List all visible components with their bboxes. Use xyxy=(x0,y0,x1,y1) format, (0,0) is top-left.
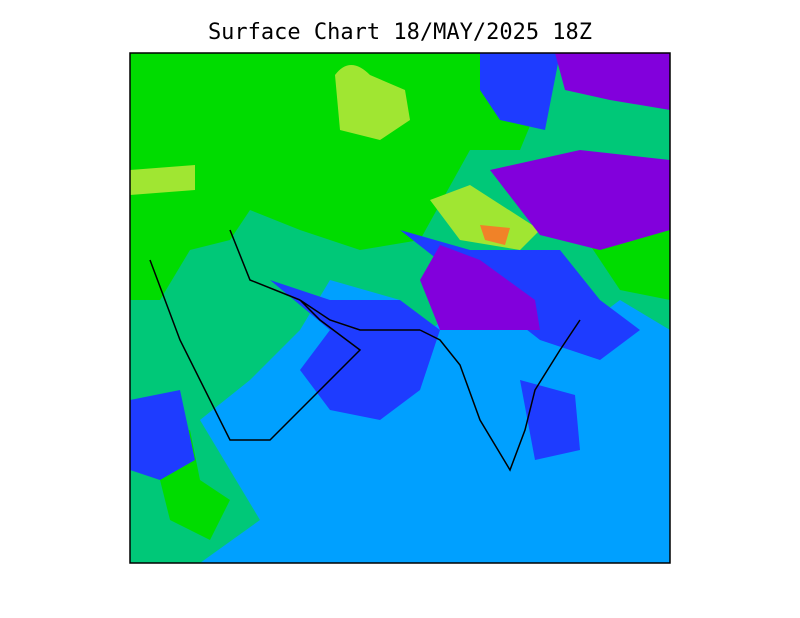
pressure-field xyxy=(130,53,670,563)
map-title: Surface Chart 18/MAY/2025 18Z xyxy=(208,20,592,45)
plot-frame xyxy=(129,52,671,564)
